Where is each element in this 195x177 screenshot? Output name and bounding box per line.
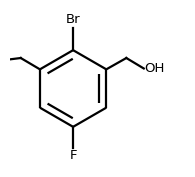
Text: Br: Br — [66, 13, 80, 26]
Text: F: F — [69, 149, 77, 162]
Text: OH: OH — [145, 62, 165, 75]
